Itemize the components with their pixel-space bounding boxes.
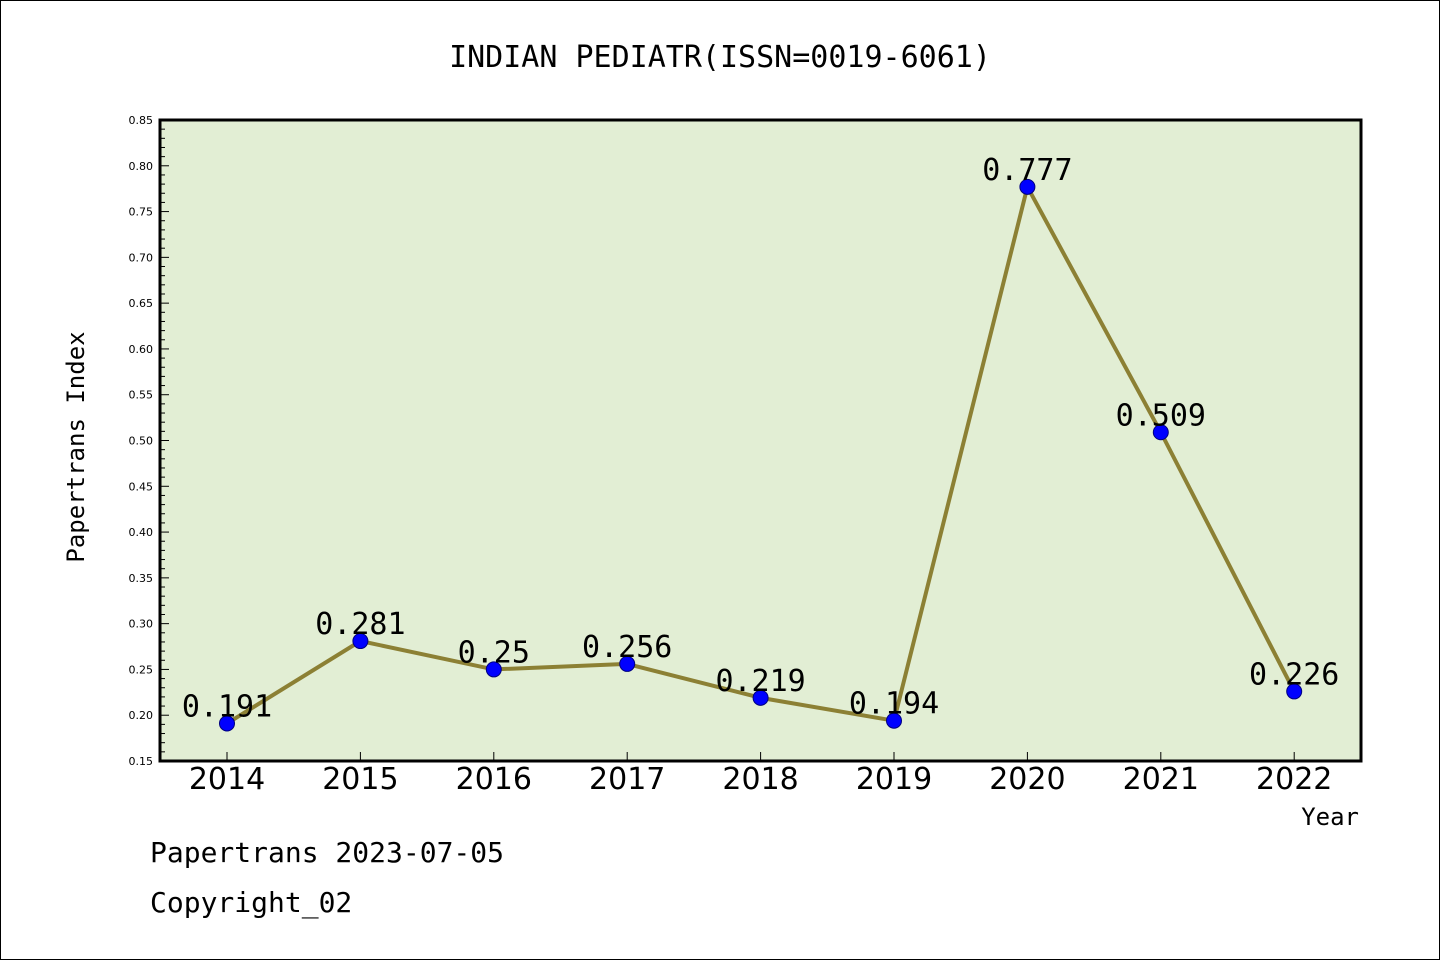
data-point <box>886 712 902 729</box>
chart-title: INDIAN PEDIATR(ISSN=0019-6061) <box>449 40 991 75</box>
x-tick-label: 2014 <box>189 762 265 797</box>
data-label: 0.191 <box>182 689 272 724</box>
x-tick-label: 2015 <box>322 762 398 797</box>
data-point <box>752 689 769 706</box>
data-label: 0.777 <box>982 153 1072 188</box>
y-tick-label: 0.40 <box>129 526 154 539</box>
data-label: 0.226 <box>1249 657 1339 692</box>
y-tick-label: 0.45 <box>129 480 154 493</box>
footer-copyright: Copyright_02 <box>150 886 353 919</box>
y-tick-label: 0.50 <box>129 435 154 448</box>
x-axis-label: Year <box>1301 803 1359 831</box>
data-point <box>485 661 502 678</box>
data-label: 0.219 <box>715 664 805 699</box>
data-point <box>352 633 369 650</box>
y-tick-label: 0.55 <box>129 389 154 402</box>
data-labels: 0.191 0.281 0.25 0.256 0.219 0.194 0.777 0.509 0… <box>182 153 1340 725</box>
data-point <box>1286 683 1303 700</box>
x-tick-label: 2020 <box>989 762 1065 797</box>
x-tick-label: 2016 <box>456 762 532 797</box>
plot-area <box>158 118 1363 763</box>
y-tick-label: 0.65 <box>129 297 154 310</box>
data-label: 0.194 <box>849 687 939 722</box>
y-axis-label: Papertrans Index <box>62 331 90 562</box>
footer-date: Papertrans 2023-07-05 <box>150 836 505 869</box>
data-point <box>1152 424 1169 441</box>
y-tick-label: 0.85 <box>129 114 154 127</box>
y-tick-label: 0.30 <box>129 618 154 631</box>
data-label: 0.509 <box>1116 398 1206 433</box>
data-label: 0.25 <box>458 635 530 670</box>
y-tick-label: 0.25 <box>129 663 154 676</box>
data-markers <box>219 178 1303 732</box>
data-point <box>219 715 235 732</box>
data-point <box>619 655 636 672</box>
data-label: 0.256 <box>582 630 672 665</box>
y-tick-label: 0.20 <box>129 709 154 722</box>
data-label: 0.281 <box>315 607 405 642</box>
x-tick-label: 2017 <box>589 762 665 797</box>
x-tick-label: 2021 <box>1123 762 1199 797</box>
y-tick-label: 0.75 <box>129 206 154 219</box>
y-tick-label: 0.80 <box>129 160 154 173</box>
y-tick-label: 0.60 <box>129 343 154 356</box>
y-tick-label: 0.15 <box>129 755 154 768</box>
y-axis-ticks: 0.15 0.20 0.25 0.30 0.35 0.40 0.45 0.50 0.55 0.60… <box>129 114 169 768</box>
y-tick-label: 0.70 <box>129 251 154 264</box>
x-tick-label: 2018 <box>722 762 798 797</box>
x-axis-ticks: 2014 2015 2016 2017 2018 2019 2020 2021 2022 <box>189 752 1332 797</box>
x-tick-label: 2019 <box>856 762 932 797</box>
x-tick-label: 2022 <box>1256 762 1332 797</box>
data-point <box>1019 178 1036 195</box>
y-tick-label: 0.35 <box>129 572 154 585</box>
